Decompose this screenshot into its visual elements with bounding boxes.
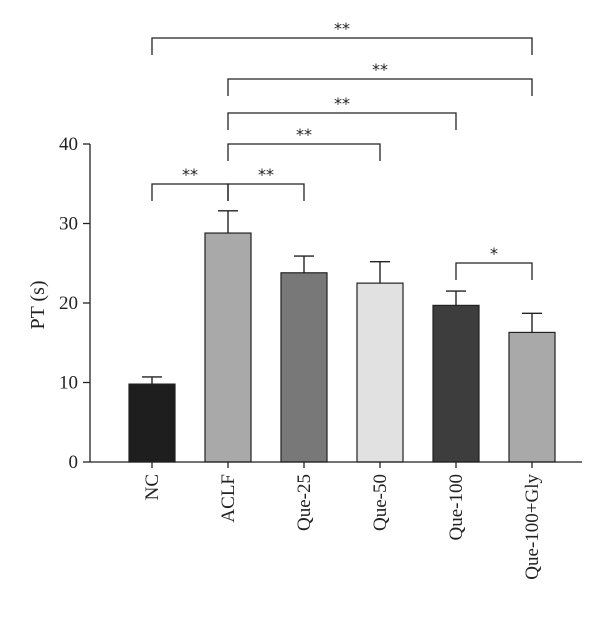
significance-label: ** xyxy=(372,60,388,79)
x-axis: NC ACLF Que-25 Que-50 Que-100 Que-100+Gly xyxy=(90,461,582,580)
y-axis-label: PT (s) xyxy=(27,280,49,329)
significance-label: ** xyxy=(334,94,350,113)
y-tick-label: 10 xyxy=(59,373,78,394)
significance-brackets: ** *********** xyxy=(151,19,533,280)
x-tick-label: Que-50 xyxy=(370,474,391,531)
significance-bracket xyxy=(151,37,533,55)
significance-label: ** xyxy=(334,19,350,38)
bar xyxy=(204,232,252,463)
x-tick-label: Que-100+Gly xyxy=(522,474,543,580)
bar xyxy=(508,331,556,463)
significance-label: ** xyxy=(258,165,274,184)
x-tick-label: ACLF xyxy=(218,474,239,523)
significance-bracket xyxy=(455,262,533,280)
significance-bracket xyxy=(227,112,457,130)
x-tick-label: NC xyxy=(142,474,163,500)
significance-bracket xyxy=(227,78,533,96)
bar xyxy=(432,304,480,463)
significance-bracket xyxy=(151,183,229,201)
y-tick-label: 20 xyxy=(59,293,78,314)
significance-label: * xyxy=(490,244,498,263)
x-tick-label: Que-25 xyxy=(294,474,315,531)
y-tick-label: 40 xyxy=(59,134,78,155)
significance-bracket xyxy=(227,143,381,161)
y-tick-label: 0 xyxy=(69,452,79,473)
bar xyxy=(356,282,404,463)
significance-label: ** xyxy=(296,125,312,144)
bar xyxy=(128,383,176,463)
y-axis: 0 10 20 30 40 xyxy=(59,134,91,473)
y-tick-label: 30 xyxy=(59,214,78,235)
bar xyxy=(280,272,328,463)
significance-bracket xyxy=(227,183,305,201)
x-tick-label: Que-100 xyxy=(446,474,467,540)
significance-label: ** xyxy=(182,165,198,184)
